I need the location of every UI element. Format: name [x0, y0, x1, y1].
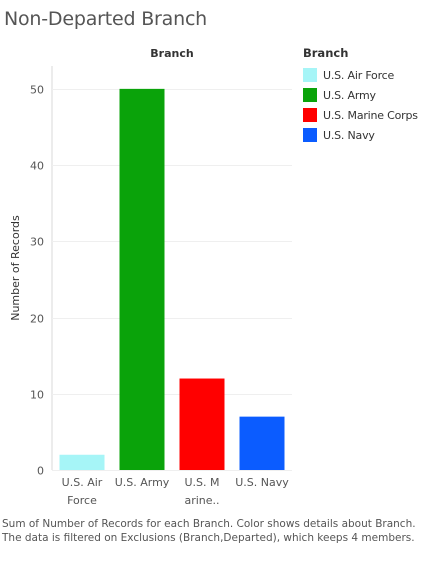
x-tick-label: U.S. Navy — [235, 476, 289, 489]
chart-caption: Sum of Number of Records for each Branch… — [2, 518, 416, 544]
legend-title: Branch — [303, 46, 349, 60]
legend-label: U.S. Air Force — [323, 68, 395, 82]
y-tick-label: 30 — [30, 236, 44, 249]
legend-label: U.S. Navy — [323, 128, 375, 142]
bar-u-s-navy — [239, 416, 285, 470]
x-tick-label: Force — [67, 494, 97, 507]
legend-swatch — [303, 128, 317, 142]
legend-label: U.S. Army — [323, 88, 376, 102]
legend-swatch — [303, 68, 317, 82]
bar-u-s-marine-corps — [179, 378, 225, 470]
x-tick-label: U.S. M — [184, 476, 219, 489]
x-tick-label: arine.. — [184, 494, 219, 507]
bar-u-s-army — [119, 88, 165, 471]
legend: Branch U.S. Air Force U.S. Army U.S. Mar… — [303, 46, 418, 145]
legend-item-marine-corps[interactable]: U.S. Marine Corps — [303, 105, 418, 125]
legend-item-air-force[interactable]: U.S. Air Force — [303, 65, 418, 85]
y-tick-label: 50 — [30, 84, 44, 97]
bar-u-s-air-force — [59, 454, 105, 470]
legend-swatch — [303, 108, 317, 122]
column-header: Branch — [150, 47, 194, 60]
bar-chart: 0 10 20 30 40 50 Number of Records U.S. Air Forc… — [9, 66, 292, 507]
y-tick-label: 20 — [30, 313, 44, 326]
legend-label: U.S. Marine Corps — [323, 108, 418, 122]
y-tick-label: 0 — [37, 465, 44, 478]
legend-swatch — [303, 88, 317, 102]
x-tick-label: U.S. Army — [115, 476, 170, 489]
legend-item-army[interactable]: U.S. Army — [303, 85, 418, 105]
y-tick-label: 10 — [30, 389, 44, 402]
x-tick-label: U.S. Air — [62, 476, 103, 489]
legend-item-navy[interactable]: U.S. Navy — [303, 125, 418, 145]
y-axis-title: Number of Records — [9, 215, 22, 321]
y-tick-label: 40 — [30, 160, 44, 173]
chart-title: Non-Departed Branch — [4, 8, 208, 30]
